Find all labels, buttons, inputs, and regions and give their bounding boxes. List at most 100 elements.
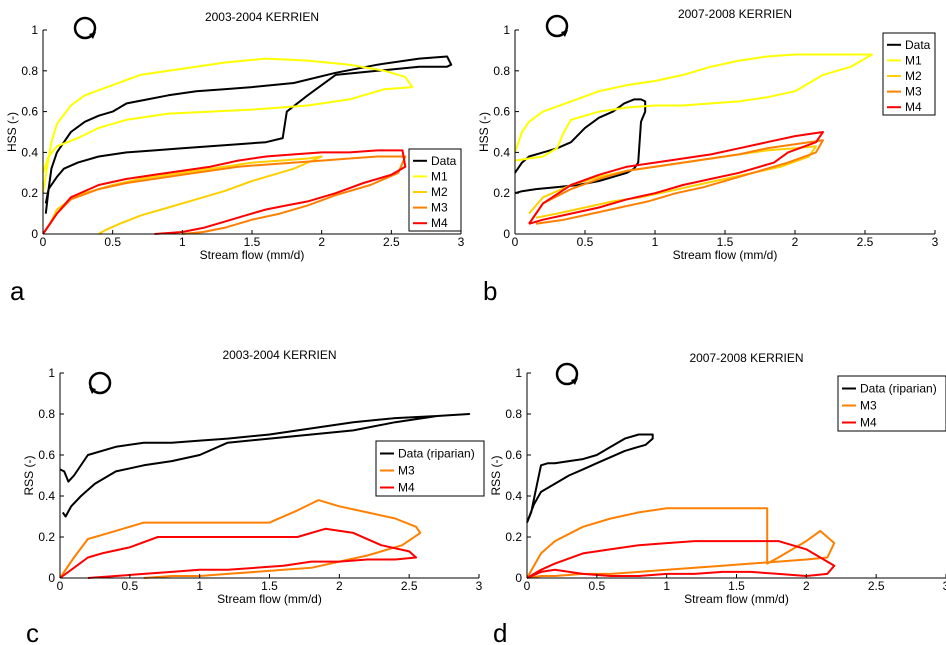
x-tick-label: 0 <box>57 579 64 593</box>
x-tick-label: 1.5 <box>728 579 745 593</box>
legend-label: M3 <box>398 464 415 478</box>
y-tick-label: 0.6 <box>38 448 55 462</box>
panel-d: 2007-2008 KERRIEN 0 0.5 1 1.5 2 2.5 3 0 0.2 0.4 0.6… <box>489 351 946 645</box>
y-tick-label: 0.4 <box>38 489 55 503</box>
x-tick-label: 2.5 <box>383 235 400 249</box>
x-tick-label: 1 <box>663 579 670 593</box>
clockwise-arrow-icon <box>545 14 569 38</box>
series-line-data-riparian- <box>526 433 654 523</box>
legend-label: M3 <box>431 201 448 215</box>
x-tick-label: 1.5 <box>717 235 734 249</box>
x-tick-label: 2.5 <box>868 579 885 593</box>
x-tick-label: 0 <box>524 579 531 593</box>
y-tick-label: 0.4 <box>493 145 510 159</box>
series-line-m2 <box>49 155 323 235</box>
chart-title: 2003-2004 KERRIEN <box>205 10 319 24</box>
x-tick-label: 2 <box>792 235 799 249</box>
x-tick-label: 1 <box>179 235 186 249</box>
legend-label: M3 <box>905 85 922 99</box>
y-tick-label: 0.8 <box>21 64 38 78</box>
x-tick-label: 3 <box>943 579 946 593</box>
series-line-m3 <box>526 507 836 579</box>
y-tick-label: 0.6 <box>493 105 510 119</box>
series-line-m3 <box>42 155 407 235</box>
y-tick-label: 1 <box>48 366 55 380</box>
y-tick-label: 0.4 <box>21 145 38 159</box>
legend-label: Data (riparian) <box>860 382 937 396</box>
y-tick-label: 0 <box>48 571 55 585</box>
y-tick-label: 1 <box>503 23 510 37</box>
y-tick-label: 0 <box>515 571 522 585</box>
x-axis-label: Stream flow (mm/d) <box>217 592 322 606</box>
x-tick-label: 1 <box>196 579 203 593</box>
panel-c: 2003-2004 KERRIEN 0 0.5 1 1.5 2 2.5 3 0 0.2 0.4 0.6… <box>22 348 485 645</box>
series-line-m4 <box>42 149 407 235</box>
x-tick-label: 2 <box>336 579 343 593</box>
y-tick-label: 0.2 <box>505 530 522 544</box>
panel-b: 2007-2008 KERRIEN 0 0.5 1 1.5 2 2.5 3 0 0.2 0.4 0.6… <box>477 7 939 306</box>
legend-label: M2 <box>431 185 448 199</box>
series-line-m1 <box>514 53 873 162</box>
y-tick-label: 0.6 <box>21 105 38 119</box>
series-line-m4 <box>59 527 418 579</box>
y-tick-label: 0.8 <box>38 407 55 421</box>
clockwise-arrow-icon <box>555 362 579 386</box>
series-line-m4 <box>528 131 824 225</box>
legend-label: M1 <box>905 53 922 67</box>
x-tick-label: 0 <box>512 235 519 249</box>
y-tick-label: 0.2 <box>38 530 55 544</box>
x-tick-label: 0.5 <box>104 235 121 249</box>
x-tick-label: 3 <box>476 579 483 593</box>
y-tick-label: 0.2 <box>493 186 510 200</box>
x-tick-label: 0 <box>40 235 47 249</box>
series-line-data <box>514 98 647 195</box>
panel-letter: d <box>493 618 507 645</box>
legend-label: M1 <box>431 169 448 183</box>
x-axis-label: Stream flow (mm/d) <box>200 248 305 262</box>
y-tick-label: 0.2 <box>21 186 38 200</box>
legend: Data (riparian) M3 M4 <box>375 440 485 497</box>
x-tick-label: 1 <box>652 235 659 249</box>
panel-letter: a <box>10 276 25 306</box>
panel-letter: b <box>483 276 497 306</box>
x-tick-label: 3 <box>458 235 465 249</box>
legend-label: Data <box>905 38 931 52</box>
x-tick-label: 3 <box>932 235 939 249</box>
chart-title: 2003-2004 KERRIEN <box>222 348 336 362</box>
y-tick-label: 0.8 <box>493 64 510 78</box>
legend: Data (riparian) M3 M4 <box>837 375 946 432</box>
chart-title: 2007-2008 KERRIEN <box>678 7 792 21</box>
y-axis-label: HSS (-) <box>477 112 491 152</box>
series-line-data-riparian- <box>59 413 471 518</box>
legend-label: Data (riparian) <box>398 447 475 461</box>
x-tick-label: 2 <box>803 579 810 593</box>
y-tick-label: 1 <box>515 366 522 380</box>
y-tick-label: 0 <box>31 227 38 241</box>
legend-label: Data <box>431 154 457 168</box>
clockwise-arrow-icon <box>73 16 97 40</box>
legend-label: M4 <box>431 216 448 230</box>
x-tick-label: 0.5 <box>577 235 594 249</box>
y-axis-label: HSS (-) <box>5 112 19 152</box>
y-tick-label: 1 <box>31 23 38 37</box>
legend-label: M4 <box>905 100 922 114</box>
series-line-data <box>44 55 453 214</box>
chart-title: 2007-2008 KERRIEN <box>689 351 803 365</box>
counterclockwise-arrow-icon <box>88 371 112 395</box>
legend-label: M3 <box>860 399 877 413</box>
x-tick-label: 2.5 <box>857 235 874 249</box>
legend-label: M4 <box>398 481 415 495</box>
x-tick-label: 0.5 <box>121 579 138 593</box>
y-axis-label: RSS (-) <box>489 456 503 496</box>
y-tick-label: 0.8 <box>505 407 522 421</box>
y-axis-label: RSS (-) <box>22 456 36 496</box>
legend-label: M4 <box>860 416 877 430</box>
x-tick-label: 1.5 <box>244 235 261 249</box>
panel-letter: c <box>26 618 39 645</box>
y-tick-label: 0.4 <box>505 489 522 503</box>
x-axis-label: Stream flow (mm/d) <box>684 592 789 606</box>
panel-a: 2003-2004 KERRIEN 0 0.5 1 1.5 2 2.5 3 0 0.2 0.4 0.6… <box>5 10 465 306</box>
